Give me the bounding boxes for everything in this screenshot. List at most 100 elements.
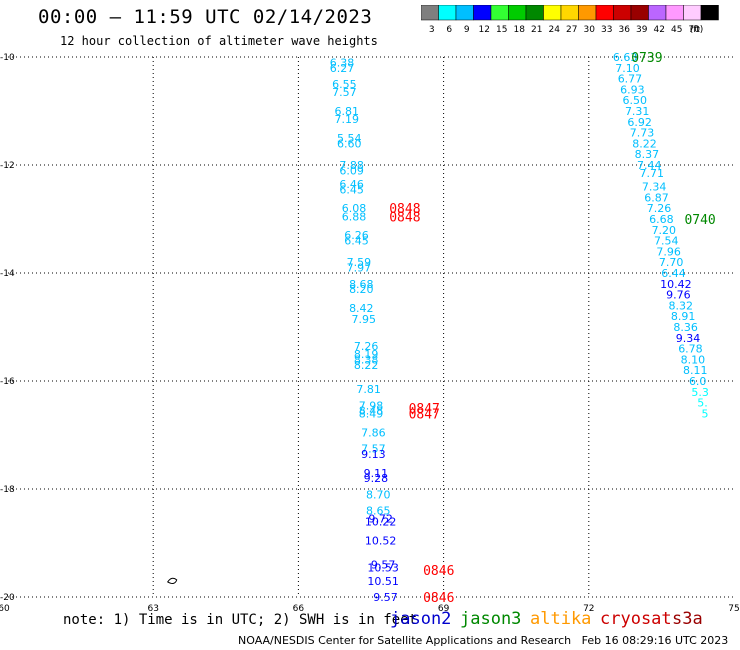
wave-height-label: 8.49: [359, 407, 384, 420]
wave-height-label: 6.60: [337, 137, 362, 150]
x-tick-label: 69: [438, 604, 450, 614]
wave-height-label: 8.37: [635, 148, 660, 161]
legend-tick-label: 33: [601, 25, 612, 35]
wave-height-label: 8.70: [366, 488, 391, 501]
pass-time-label: 0740: [684, 213, 715, 228]
wave-height-label: 6.45: [339, 183, 364, 196]
wave-height-label: 7.20: [652, 224, 677, 237]
wave-height-label: 8.11: [683, 364, 708, 377]
pass-time-label: 0847: [409, 407, 440, 422]
x-tick-label: 63: [147, 604, 158, 614]
wave-height-label: 6.55: [332, 78, 357, 91]
satellite-legend-item: s3a: [672, 609, 703, 629]
x-tick-label: 75: [728, 604, 739, 614]
wave-height-label: 6.0: [689, 375, 707, 388]
wave-height-label: 8.91: [671, 310, 696, 323]
wave-height-label: 10.52: [365, 534, 397, 547]
wave-height-label: 7.26: [354, 340, 379, 353]
wave-height-label: 6.78: [678, 343, 703, 356]
legend-tick-label: 12: [479, 25, 490, 35]
wave-height-label: 5.3: [691, 386, 709, 399]
wave-height-label: 10.53: [367, 561, 399, 574]
page-subtitle: 12 hour collection of altimeter wave hei…: [60, 34, 378, 48]
legend-tick-label: 3: [429, 25, 435, 35]
wave-height-label: 7.98: [359, 399, 384, 412]
timestamp-text: Feb 16 08:29:16 UTC 2023: [581, 634, 729, 647]
wave-height-label: 7.71: [639, 167, 664, 180]
wave-height-label: 7.10: [615, 62, 640, 75]
wave-height-label: 6.45: [344, 235, 369, 248]
wave-height-label: 6.81: [335, 105, 360, 118]
wave-height-label: 6.77: [618, 73, 643, 86]
legend-swatch: [700, 5, 719, 21]
x-tick-label: 60: [0, 604, 10, 614]
wave-height-label: 6.88: [342, 210, 367, 223]
wave-height-label: 8.38: [354, 353, 379, 366]
wave-height-label: 8.20: [349, 283, 374, 296]
wave-height-label: 6.68: [649, 213, 674, 226]
wave-height-label: 6.09: [339, 164, 364, 177]
wave-height-label: 8.68: [349, 278, 374, 291]
legend-unit-label: (ft): [690, 25, 704, 35]
legend-tick-label: 6: [446, 25, 452, 35]
satellite-legend-item: cryosat: [600, 609, 672, 629]
wave-height-label: 9.72: [368, 513, 393, 526]
satellite-legend-item: jason2: [390, 609, 452, 629]
legend-tick-label: 39: [636, 25, 648, 35]
wave-height-label: 6.27: [330, 62, 355, 75]
wave-height-label: 6.92: [627, 116, 652, 129]
page-title: 00:00 – 11:59 UTC 02/14/2023: [38, 6, 373, 28]
wave-height-label: 9.57: [371, 559, 396, 572]
pass-time-label: 0846: [423, 564, 454, 579]
wave-height-label: 7.59: [347, 256, 372, 269]
wave-height-label: 8.10: [681, 353, 706, 366]
wave-height-label: 8.22: [632, 137, 657, 150]
wave-height-label: 7.81: [356, 383, 381, 396]
wave-height-label: 7.34: [642, 181, 667, 194]
wave-height-label: 7.97: [347, 262, 372, 275]
wave-height-label: 10.22: [365, 515, 397, 528]
wave-height-label: 7.19: [335, 113, 360, 126]
wave-height-label: 6.46: [339, 178, 364, 191]
y-tick-label: -12: [0, 161, 15, 171]
legend-tick-label: 24: [549, 25, 561, 35]
wave-height-label: 9.28: [364, 472, 389, 485]
wave-height-label: 6.50: [623, 94, 648, 107]
wave-height-label: 5.: [697, 397, 708, 410]
wave-height-label: 8.22: [354, 359, 379, 372]
wave-height-label: 9.34: [676, 332, 701, 345]
wave-height-label: 7.57: [332, 86, 357, 99]
legend-tick-label: 36: [619, 25, 631, 35]
wave-height-label: 9.11: [364, 467, 389, 480]
wave-height-label: 8.65: [366, 505, 391, 518]
pass-time-label: 0848: [389, 210, 420, 225]
satellite-legend-item: altika: [530, 609, 592, 629]
wave-height-label: 9.57: [373, 591, 398, 604]
wave-height-label: 7.70: [659, 256, 684, 269]
wave-height-label: 6.44: [661, 267, 686, 280]
credit-text: NOAA/NESDIS Center for Satellite Applica…: [238, 634, 572, 647]
legend-tick-label: 45: [671, 25, 682, 35]
footer-note: note: 1) Time is in UTC; 2) SWH is in fe…: [63, 612, 418, 628]
y-tick-label: -14: [0, 269, 15, 279]
wave-height-label: 6.26: [344, 229, 369, 242]
wave-height-label: 8.32: [669, 299, 694, 312]
wave-height-label: 6.38: [330, 56, 355, 69]
legend-tick-label: 27: [566, 25, 577, 35]
pass-time-label: 0847: [409, 402, 440, 417]
wave-height-label: 8.48: [359, 405, 384, 418]
x-tick-label: 66: [293, 604, 305, 614]
wave-height-label: 7.31: [625, 105, 650, 118]
color-legend: 3 6 9 12 15 18 21 24 27 30 33 36 39 42 45 70(ft): [421, 5, 719, 35]
wave-height-label: 10.51: [367, 575, 399, 588]
y-tick-label: -20: [0, 593, 15, 603]
wave-height-label: 6.87: [644, 191, 669, 204]
wave-height-label: 8.42: [349, 302, 374, 315]
wave-height-label: 5: [701, 407, 708, 420]
legend-tick-label: 70: [689, 25, 701, 35]
y-tick-label: -16: [0, 377, 15, 387]
y-tick-label: -18: [0, 485, 15, 495]
island-outline: [167, 577, 178, 584]
wave-height-label: 7.88: [339, 159, 364, 172]
